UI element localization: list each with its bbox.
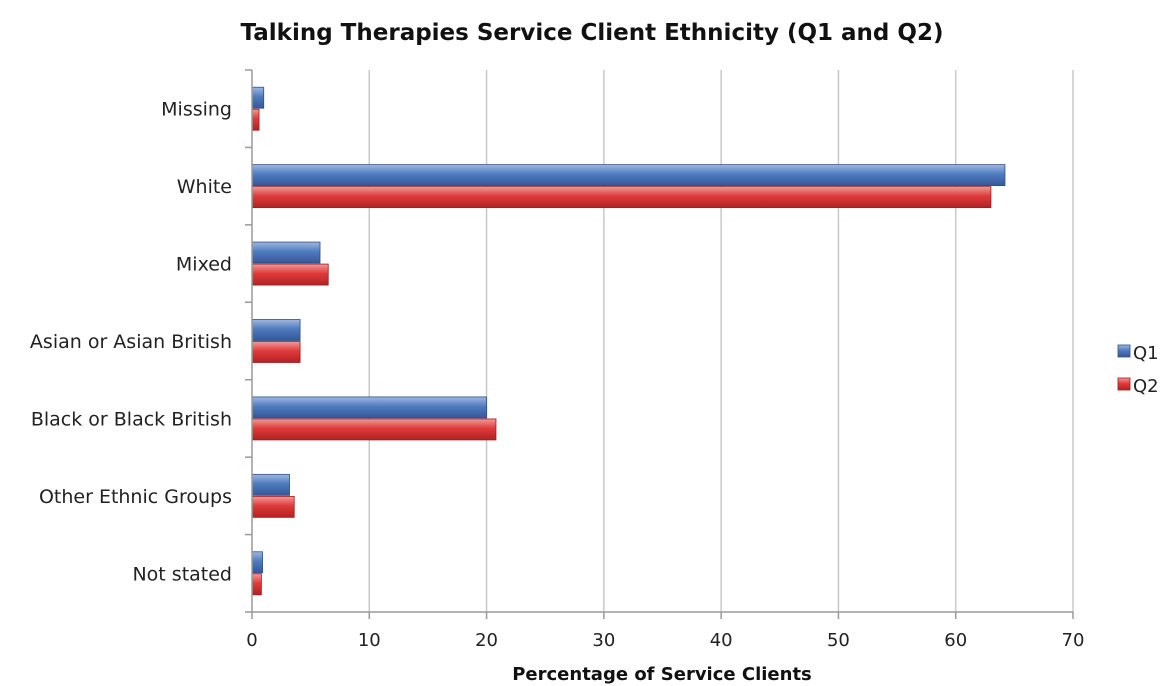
legend-label-q2: Q2 <box>1133 376 1159 397</box>
bar-q2 <box>251 418 497 441</box>
category-label: Missing <box>161 99 232 121</box>
bar-q1 <box>251 473 290 496</box>
x-axis-title: Percentage of Service Clients <box>512 664 812 685</box>
bar-q2 <box>251 341 301 363</box>
chart-title: Talking Therapies Service Client Ethnici… <box>241 20 944 46</box>
bar-q1 <box>251 396 487 419</box>
bar-q1 <box>251 164 1006 187</box>
x-tick-label: 70 <box>1062 630 1085 651</box>
bar-q2 <box>251 186 992 209</box>
bar-q1 <box>251 86 265 109</box>
bar-q2 <box>251 108 260 131</box>
bar-q1 <box>251 241 321 264</box>
category-label: Asian or Asian British <box>30 331 232 353</box>
x-tick-label: 0 <box>246 630 257 651</box>
legend: Q1 Q2 <box>1117 343 1159 397</box>
legend-swatch-q1 <box>1117 344 1131 358</box>
bar-q2 <box>251 263 329 286</box>
gridlines <box>251 70 1074 619</box>
bars <box>251 86 1006 596</box>
category-label: Black or Black British <box>31 408 232 430</box>
bar-q1 <box>251 319 301 341</box>
category-labels: Missing White Mixed Asian or Asian British B… <box>30 99 232 586</box>
category-label: Not stated <box>132 563 232 585</box>
category-label: Other Ethnic Groups <box>39 486 232 508</box>
x-tick-labels: 0 10 20 30 40 50 60 70 <box>246 630 1084 651</box>
x-tick-label: 20 <box>475 630 498 651</box>
x-tick-label: 40 <box>710 630 733 651</box>
category-label: Mixed <box>176 254 232 276</box>
bar-q2 <box>251 573 262 596</box>
x-tick-label: 50 <box>827 630 850 651</box>
legend-label-q1: Q1 <box>1133 343 1159 364</box>
legend-swatch-q2 <box>1117 377 1131 391</box>
category-label: White <box>177 176 232 198</box>
axes <box>245 69 1073 613</box>
bar-q1 <box>251 551 263 574</box>
x-tick-label: 30 <box>592 630 615 651</box>
x-tick-label: 60 <box>944 630 967 651</box>
x-tick-label: 10 <box>358 630 381 651</box>
bar-q2 <box>251 495 295 518</box>
